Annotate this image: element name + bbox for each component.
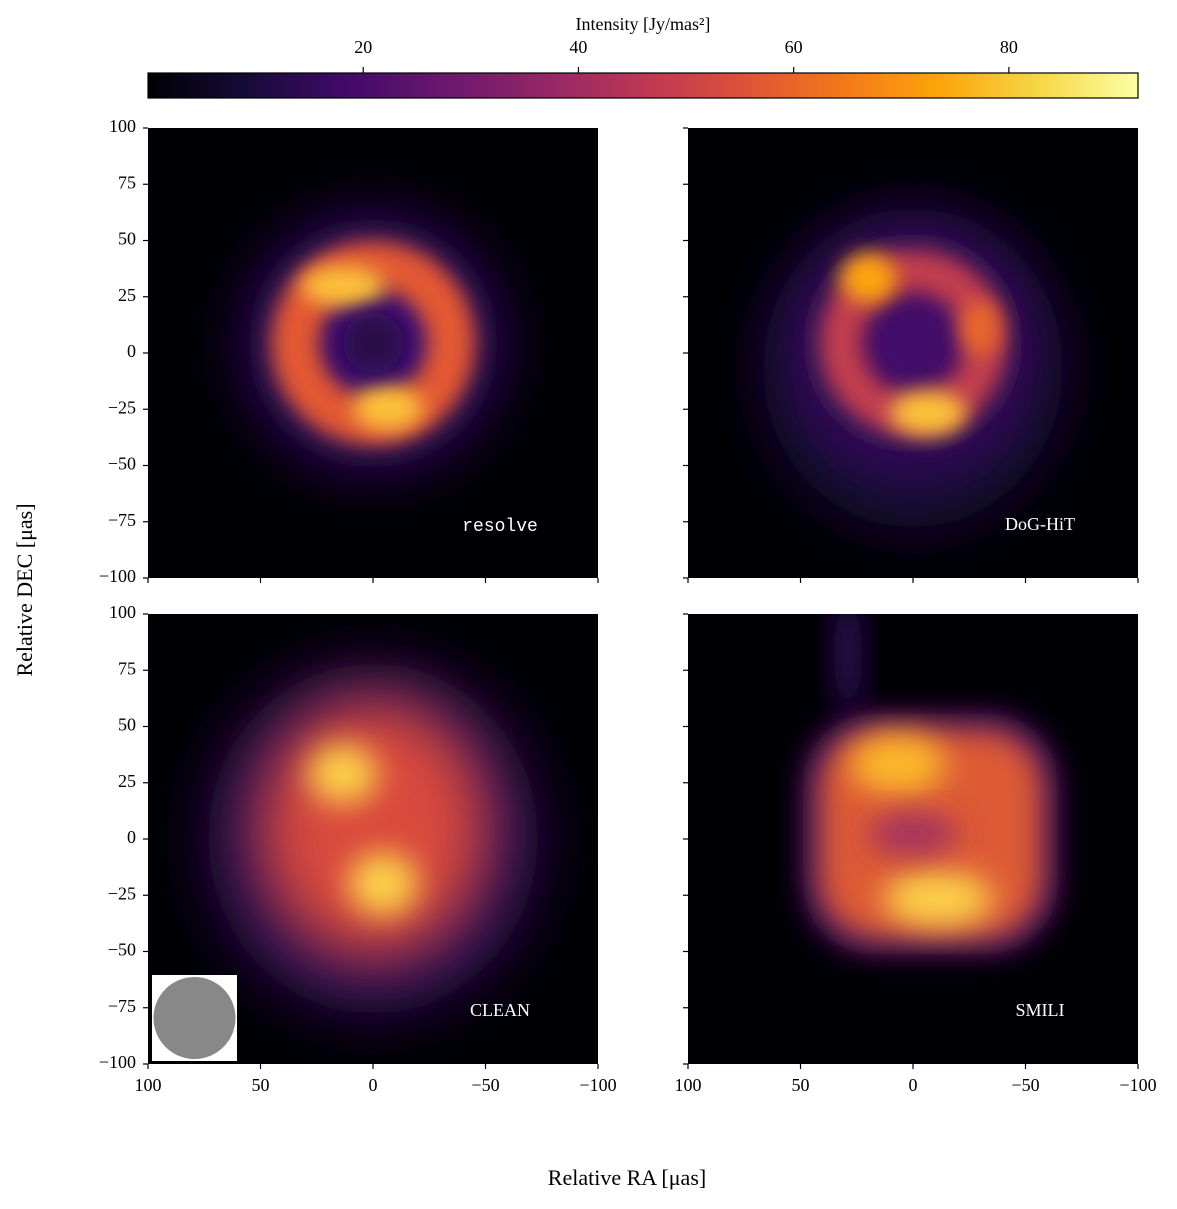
y-tick-label: 75 [118, 658, 136, 678]
x-tick-label: −50 [1011, 1075, 1039, 1095]
y-axis-label: Relative DEC [μas] [12, 503, 37, 676]
colorbar-label: Intensity [Jy/mas²] [576, 14, 711, 34]
y-tick-label: −100 [99, 566, 136, 586]
x-tick-label: 50 [792, 1075, 810, 1095]
colorbar-tick-label: 80 [1000, 37, 1018, 57]
y-tick-label: −50 [108, 454, 136, 474]
x-tick-label: 0 [369, 1075, 378, 1095]
x-tick-label: 100 [135, 1075, 162, 1095]
colorbar [147, 72, 1139, 99]
y-tick-label: 50 [118, 715, 136, 735]
x-axis-label: Relative RA [μas] [548, 1165, 706, 1190]
y-tick-label: −25 [108, 397, 136, 417]
x-tick-label: 0 [909, 1075, 918, 1095]
panel-label: DoG-HiT [1005, 514, 1075, 534]
colorbar-tick-label: 20 [354, 37, 372, 57]
panel-label: CLEAN [470, 1000, 530, 1020]
colorbar-tick-label: 40 [569, 37, 587, 57]
x-tick-label: 50 [252, 1075, 270, 1095]
panel-label: SMILI [1016, 1000, 1065, 1020]
y-tick-label: −75 [108, 510, 136, 530]
y-tick-label: −100 [99, 1052, 136, 1072]
panel-image [148, 614, 598, 1064]
panel-label: resolve [462, 517, 538, 537]
panel-image [688, 128, 1138, 578]
y-tick-label: 75 [118, 172, 136, 192]
y-tick-label: 0 [127, 341, 136, 361]
y-tick-label: −25 [108, 883, 136, 903]
y-tick-label: −50 [108, 940, 136, 960]
x-tick-label: −100 [1119, 1075, 1156, 1095]
y-tick-label: 50 [118, 229, 136, 249]
x-tick-label: −100 [579, 1075, 616, 1095]
y-tick-label: 25 [118, 771, 136, 791]
x-tick-label: −50 [471, 1075, 499, 1095]
x-tick-label: 100 [675, 1075, 702, 1095]
y-tick-label: 25 [118, 285, 136, 305]
y-tick-label: 100 [109, 602, 136, 622]
panel-image [688, 614, 1138, 1064]
colorbar-tick-label: 60 [785, 37, 803, 57]
y-tick-label: 100 [109, 116, 136, 136]
y-tick-label: −75 [108, 996, 136, 1016]
panel-image [148, 128, 598, 578]
y-tick-label: 0 [127, 827, 136, 847]
